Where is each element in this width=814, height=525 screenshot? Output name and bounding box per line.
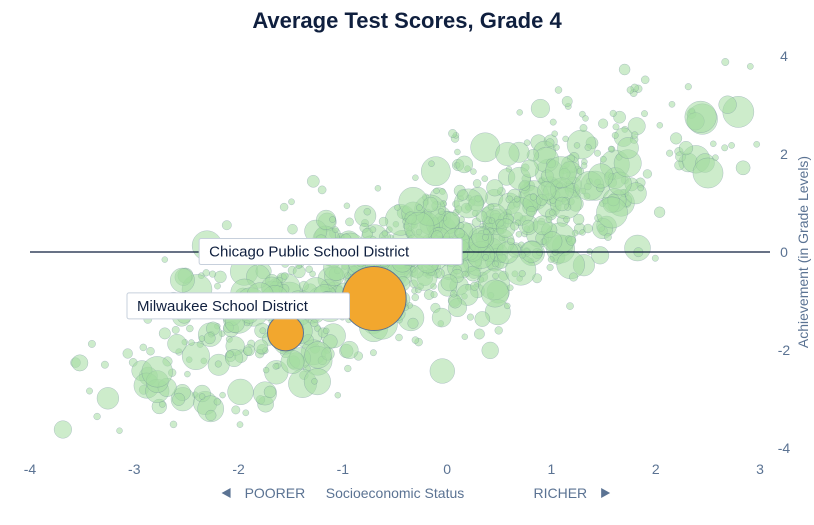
triangle-right-icon <box>601 488 610 498</box>
highlight-bubble[interactable] <box>268 315 304 351</box>
y-ticks: -4 -2 0 2 4 <box>778 48 791 456</box>
highlight-bubble[interactable] <box>342 267 406 331</box>
highlight-label-text: Milwaukee School District <box>137 298 309 315</box>
x-tick: 3 <box>756 461 764 477</box>
y-tick: 2 <box>780 146 788 162</box>
y-tick: -4 <box>778 440 791 456</box>
x-tick: -1 <box>337 461 350 477</box>
x-tick: 2 <box>652 461 660 477</box>
chart-title: Average Test Scores, Grade 4 <box>0 8 814 34</box>
x-tick: -2 <box>232 461 245 477</box>
x-ticks: -4 -3 -2 -1 0 1 2 3 <box>24 461 764 477</box>
triangle-left-icon <box>222 488 231 498</box>
x-tick: -3 <box>128 461 141 477</box>
x-left-hint-text: POORER <box>245 485 306 501</box>
x-left-hint: POORER <box>222 485 306 501</box>
x-tick: -4 <box>24 461 37 477</box>
scatter-chart: -4 -3 -2 -1 0 1 2 3 -4 -2 0 2 4 Socioeconomic Statu… <box>0 0 814 525</box>
x-tick: 0 <box>443 461 451 477</box>
y-axis-label: Achievement (in Grade Levels) <box>795 156 811 348</box>
y-tick: 0 <box>780 244 788 260</box>
y-tick: -2 <box>778 342 791 358</box>
x-tick: 1 <box>548 461 556 477</box>
x-axis-label: Socioeconomic Status <box>326 485 465 501</box>
highlight-label-text: Chicago Public School District <box>209 244 410 261</box>
y-tick: 4 <box>780 48 788 64</box>
x-right-hint: RICHER <box>533 485 610 501</box>
x-right-hint-text: RICHER <box>533 485 587 501</box>
